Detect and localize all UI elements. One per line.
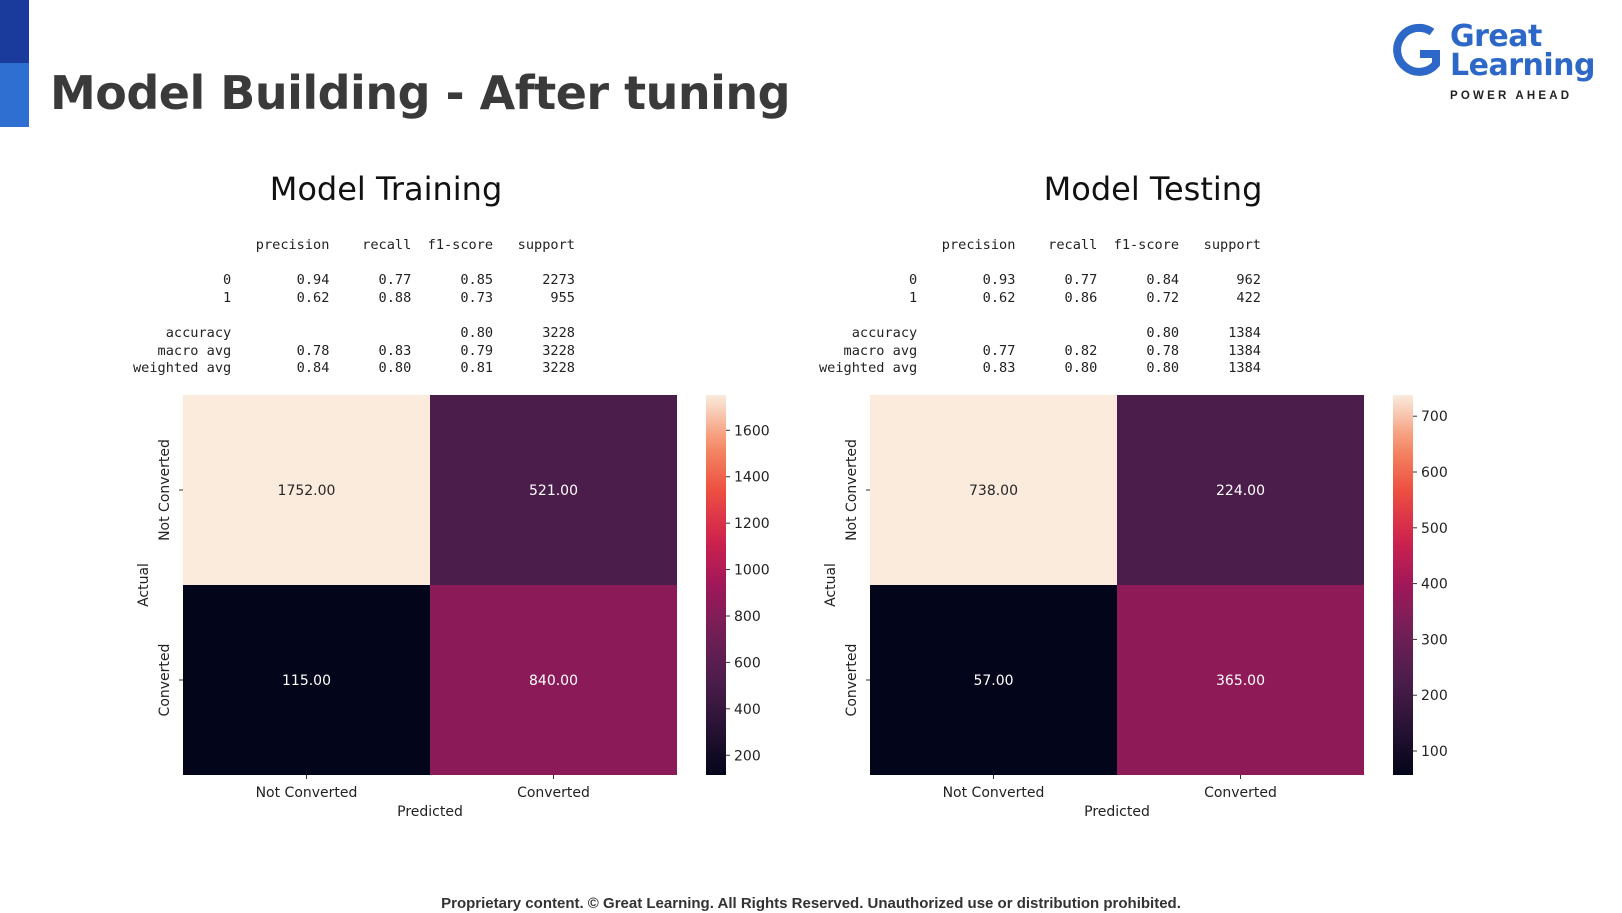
great-learning-logo: Great Learning POWER AHEAD bbox=[1392, 22, 1595, 104]
heatmap-cell-r0-c0 bbox=[870, 395, 1117, 585]
y-tick-label-1: Converted bbox=[844, 644, 860, 717]
colorbar-tick-label-7: 1600 bbox=[734, 423, 770, 439]
x-axis-title: Predicted bbox=[397, 804, 463, 820]
y-axis-title: Actual bbox=[136, 563, 152, 607]
colorbar-tick-label-0: 100 bbox=[1421, 744, 1448, 760]
heatmap-cell-label-r1-c0: 115.00 bbox=[282, 673, 331, 689]
x-tick-label-1: Converted bbox=[1204, 785, 1277, 801]
accent-bar-light bbox=[0, 63, 29, 127]
heatmap-cell-r1-c1 bbox=[430, 585, 677, 775]
logo-tagline: POWER AHEAD bbox=[1450, 90, 1573, 102]
colorbar-tick-label-6: 700 bbox=[1421, 409, 1448, 425]
colorbar-tick-label-3: 800 bbox=[734, 609, 761, 625]
heatmap-cell-r1-c1 bbox=[1117, 585, 1364, 775]
heatmap-cell-r0-c1 bbox=[1117, 395, 1364, 585]
x-tick-label-1: Converted bbox=[517, 785, 590, 801]
accent-bar-dark bbox=[0, 0, 29, 63]
heatmap-cell-label-r1-c1: 840.00 bbox=[529, 673, 578, 689]
colorbar bbox=[706, 395, 726, 775]
classification-report-testing: precision recall f1-score support 0 0.93… bbox=[819, 237, 1261, 377]
y-tick-label-1: Converted bbox=[157, 644, 173, 717]
confusion-matrix-training: 1752.00 521.00 115.00 840.00 Not Converted Co… bbox=[136, 395, 770, 820]
logo-name-line2: Learning bbox=[1450, 48, 1595, 83]
heatmap-cell-label-r0-c1: 224.00 bbox=[1216, 483, 1265, 499]
heatmap-cell-r1-c0 bbox=[870, 585, 1117, 775]
footer-copyright: Proprietary content. © Great Learning. A… bbox=[441, 895, 1181, 912]
colorbar-tick-label-2: 600 bbox=[734, 655, 761, 671]
logo-wordmark: Great Learning bbox=[1450, 19, 1600, 83]
colorbar-tick-label-5: 1200 bbox=[734, 516, 770, 532]
classification-report-training: precision recall f1-score support 0 0.94… bbox=[133, 237, 575, 377]
great-learning-g-icon bbox=[1393, 23, 1440, 76]
heatmap-cell-label-r1-c0: 57.00 bbox=[973, 673, 1013, 689]
colorbar-tick-label-1: 400 bbox=[734, 702, 761, 718]
x-tick-label-0: Not Converted bbox=[256, 785, 358, 801]
colorbar-tick-label-4: 1000 bbox=[734, 563, 770, 579]
panel-title-training: Model Training bbox=[269, 170, 503, 208]
heatmap-cell-label-r0-c1: 521.00 bbox=[529, 483, 578, 499]
colorbar-tick-label-3: 400 bbox=[1421, 577, 1448, 593]
x-tick-label-0: Not Converted bbox=[943, 785, 1045, 801]
slide-title: Model Building - After tuning bbox=[50, 66, 791, 120]
x-axis-title: Predicted bbox=[1084, 804, 1150, 820]
colorbar-tick-label-6: 1400 bbox=[734, 470, 770, 486]
confusion-matrix-testing: 738.00 224.00 57.00 365.00 Not Converted Conv… bbox=[823, 395, 1448, 820]
colorbar-tick-label-2: 300 bbox=[1421, 632, 1448, 648]
heatmap-cell-label-r0-c0: 1752.00 bbox=[278, 483, 336, 499]
colorbar-tick-label-1: 200 bbox=[1421, 688, 1448, 704]
colorbar-tick-label-0: 200 bbox=[734, 748, 761, 764]
y-axis-title: Actual bbox=[823, 563, 839, 607]
colorbar-tick-label-4: 500 bbox=[1421, 521, 1448, 537]
y-tick-label-0: Not Converted bbox=[844, 439, 860, 541]
heatmap-cell-r0-c1 bbox=[430, 395, 677, 585]
y-tick-label-0: Not Converted bbox=[157, 439, 173, 541]
colorbar-tick-label-5: 600 bbox=[1421, 465, 1448, 481]
colorbar bbox=[1393, 395, 1413, 775]
heatmap-cell-label-r0-c0: 738.00 bbox=[969, 483, 1018, 499]
heatmap-cell-r0-c0 bbox=[183, 395, 430, 585]
logo-name-line1: Great bbox=[1450, 19, 1542, 54]
heatmap-cell-r1-c0 bbox=[183, 585, 430, 775]
panel-title-testing: Model Testing bbox=[1043, 170, 1263, 208]
heatmap-cell-label-r1-c1: 365.00 bbox=[1216, 673, 1265, 689]
